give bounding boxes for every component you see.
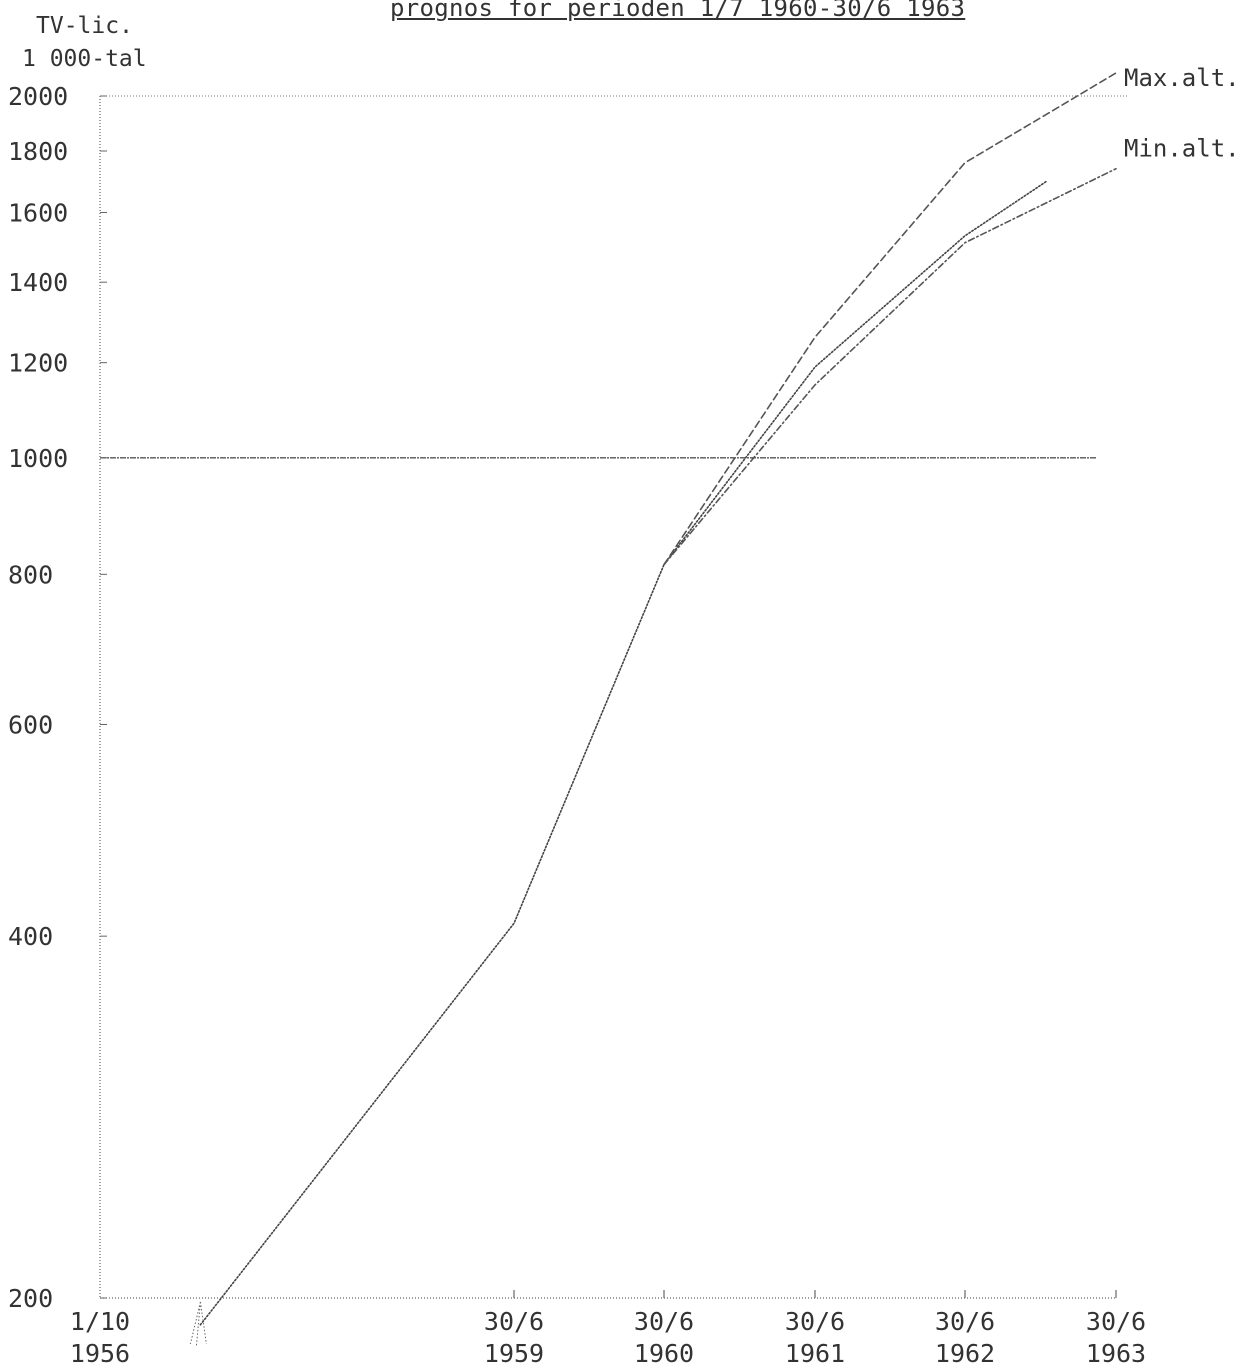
series-line-3	[663, 167, 1117, 566]
y-axis-label-line-2: 1 000-tal	[22, 46, 147, 72]
x-tick-label-1-line1: 30/6	[484, 1307, 544, 1336]
series-line-2	[663, 72, 1117, 566]
y-tick-label-200: 200	[8, 1284, 53, 1313]
x-tick-label-4-line1: 30/6	[935, 1307, 995, 1336]
y-axis-label-line-1: TV-lic.	[36, 13, 133, 39]
curve-start-mark	[189, 1301, 207, 1347]
x-tick-label-0-line1: 1/10	[70, 1307, 130, 1336]
chart-title: prognos för perioden 1/7 1960-30/6 1963	[390, 0, 966, 22]
y-tick-label-1200: 1200	[8, 349, 68, 378]
x-tick-label-3-line2: 1961	[785, 1339, 845, 1367]
x-tick-label-5-line1: 30/6	[1086, 1307, 1146, 1336]
y-tick-label-600: 600	[8, 711, 53, 740]
y-tick-label-800: 800	[8, 560, 53, 589]
y-tick-label-1000: 1000	[8, 444, 68, 473]
x-tick-label-2-line2: 1960	[634, 1339, 694, 1367]
series-label-3: Min.alt.	[1124, 135, 1238, 163]
series-label-2: Max.alt.	[1124, 64, 1238, 92]
x-tick-label-0-line2: 1956	[70, 1339, 130, 1367]
x-tick-label-5-line2: 1963	[1086, 1339, 1146, 1367]
x-tick-label-4-line2: 1962	[935, 1339, 995, 1367]
series-line-1	[199, 180, 1049, 1326]
x-tick-label-2-line1: 30/6	[634, 1307, 694, 1336]
y-tick-label-400: 400	[8, 922, 53, 951]
y-tick-label-2000: 2000	[8, 82, 68, 111]
y-tick-label-1600: 1600	[8, 198, 68, 227]
y-tick-label-1400: 1400	[8, 268, 68, 297]
y-tick-label-1800: 1800	[8, 137, 68, 166]
y-axis-label: TV-lic. 1 000-tal	[22, 10, 147, 76]
x-tick-label-3-line1: 30/6	[785, 1307, 845, 1336]
x-tick-label-1-line2: 1959	[484, 1339, 544, 1367]
